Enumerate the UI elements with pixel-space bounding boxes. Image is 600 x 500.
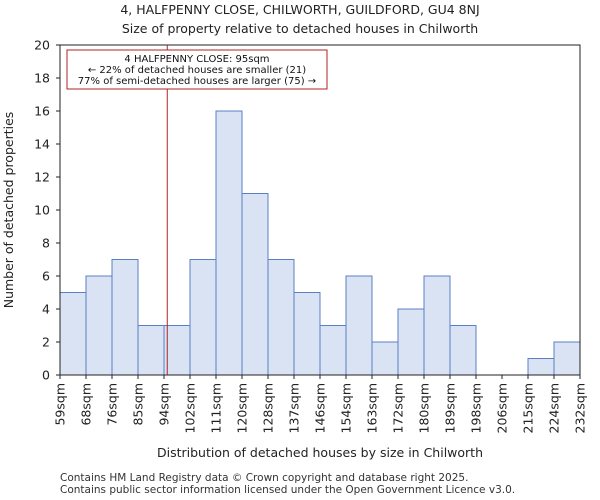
x-axis-ticks: 59sqm 68sqm 76sqm 85sqm 94sqm 102sqm 111sqm 120…: [53, 375, 588, 433]
x-tick-label: 85sqm: [131, 383, 146, 426]
x-tick-label: 68sqm: [79, 383, 94, 426]
bar: [241, 193, 269, 376]
bar: [449, 325, 477, 376]
footer-line-1: Contains HM Land Registry data © Crown c…: [60, 472, 468, 484]
bar: [137, 325, 165, 376]
x-tick-label: 94sqm: [157, 383, 172, 426]
x-tick-label: 128sqm: [261, 383, 276, 433]
bar: [371, 341, 399, 376]
x-tick-label: 232sqm: [573, 383, 588, 433]
y-tick-label: 8: [42, 236, 50, 251]
y-tick-label: 0: [42, 368, 50, 383]
bar: [397, 308, 425, 376]
x-tick-label: 215sqm: [521, 383, 536, 433]
bar: [85, 275, 113, 376]
x-tick-label: 189sqm: [443, 383, 458, 433]
bar: [293, 292, 321, 376]
x-tick-label: 206sqm: [495, 383, 510, 433]
y-tick-label: 18: [34, 71, 50, 86]
x-tick-label: 76sqm: [105, 383, 120, 426]
chart-subtitle: Size of property relative to detached ho…: [122, 21, 478, 36]
y-tick-label: 6: [42, 269, 50, 284]
x-tick-label: 59sqm: [53, 383, 68, 426]
y-tick-label: 14: [34, 137, 50, 152]
x-tick-label: 163sqm: [365, 383, 380, 433]
x-tick-label: 180sqm: [417, 383, 432, 433]
bar: [553, 341, 581, 376]
y-tick-label: 16: [34, 104, 50, 119]
y-tick-label: 20: [34, 38, 50, 53]
x-tick-label: 137sqm: [287, 383, 302, 433]
y-tick-label: 12: [34, 170, 50, 185]
x-tick-label: 172sqm: [391, 383, 406, 433]
annotation-line-1: 4 HALFPENNY CLOSE: 95sqm: [124, 54, 269, 65]
bars: [59, 110, 581, 376]
x-tick-label: 224sqm: [547, 383, 562, 433]
annotation-line-2: ← 22% of detached houses are smaller (21…: [88, 65, 306, 76]
bar: [267, 259, 295, 376]
bar: [319, 325, 347, 376]
bar: [111, 259, 139, 376]
footer-line-2: Contains public sector information licen…: [60, 484, 515, 496]
x-tick-label: 154sqm: [339, 383, 354, 433]
annotation-box: 4 HALFPENNY CLOSE: 95sqm ← 22% of detach…: [66, 49, 328, 90]
y-axis-label: Number of detached properties: [1, 112, 16, 309]
bar: [189, 259, 217, 376]
bar: [215, 110, 243, 376]
bar: [59, 292, 87, 376]
annotation-line-3: 77% of semi-detached houses are larger (…: [78, 76, 316, 87]
x-axis-label: Distribution of detached houses by size …: [157, 445, 483, 460]
bar: [423, 275, 451, 376]
bar: [345, 275, 373, 376]
bar: [163, 325, 191, 376]
annotation-frame: [66, 49, 328, 90]
x-tick-label: 102sqm: [183, 383, 198, 433]
y-tick-label: 4: [42, 302, 50, 317]
x-tick-label: 111sqm: [209, 383, 224, 433]
x-tick-label: 198sqm: [469, 383, 484, 433]
y-axis-ticks: 0 2 4 6 8 10 12 14 16 18 20: [34, 38, 60, 383]
x-tick-label: 146sqm: [313, 383, 328, 433]
y-tick-label: 10: [34, 203, 50, 218]
x-tick-label: 120sqm: [235, 383, 250, 433]
y-tick-label: 2: [42, 335, 50, 350]
bar: [527, 358, 555, 376]
chart-title: 4, HALFPENNY CLOSE, CHILWORTH, GUILDFORD…: [120, 2, 479, 17]
